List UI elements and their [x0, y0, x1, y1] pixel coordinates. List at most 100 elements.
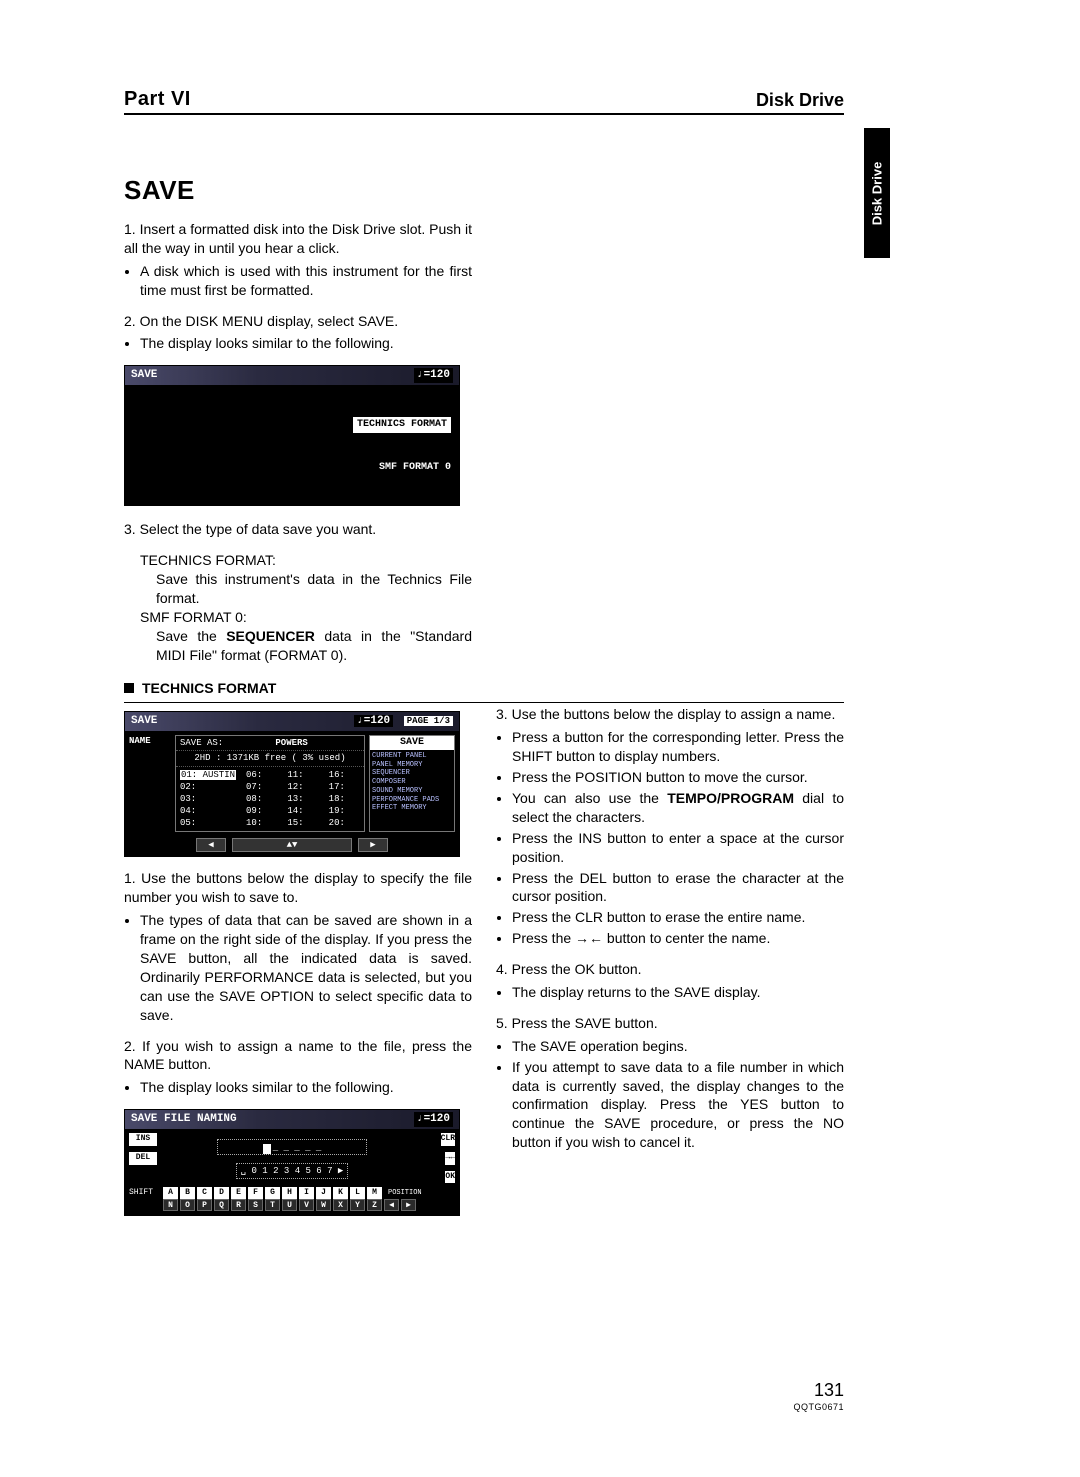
bullet: If you attempt to save data to a file nu… [512, 1058, 844, 1152]
two-column-area: SAVE ♩=120 PAGE 1/3 NAME SAVE AS: POWERS [124, 702, 844, 1220]
page-title: SAVE [124, 175, 844, 206]
file-slot: 18: [329, 793, 360, 805]
step-number: 2. [124, 1038, 136, 1054]
step-text: Press the SAVE button. [512, 1015, 658, 1031]
left-step-1: 1. Use the buttons below the display to … [124, 869, 472, 907]
file-slot: 07: [246, 781, 277, 793]
side-tab: Disk Drive [864, 128, 890, 258]
file-slot: 17: [329, 781, 360, 793]
bullet: The display returns to the SAVE display. [512, 983, 844, 1002]
nav-left-icon: ◀ [196, 838, 226, 852]
step-1: 1. Insert a formatted disk into the Disk… [124, 220, 472, 258]
position-label: POSITION [388, 1189, 422, 1198]
ok-button: OK [445, 1171, 455, 1184]
page-number: 131 [0, 1380, 844, 1401]
keyboard: SHIFT A B C D E F G H I J K L M [125, 1187, 459, 1215]
header-part: Part VI [124, 88, 191, 111]
key: W [316, 1199, 331, 1211]
data-type: CURRENT PANEL [370, 752, 454, 761]
shift-label: SHIFT [129, 1188, 161, 1199]
tempo-indicator: ♩=120 [354, 715, 393, 727]
page-indicator: PAGE 1/3 [404, 716, 453, 726]
page-body: Part VI Disk Drive SAVE 1. Insert a form… [124, 88, 844, 1220]
save-button: SAVE [370, 736, 454, 750]
file-slot: 11: [287, 769, 318, 781]
key: J [316, 1187, 331, 1199]
file-slot: 13: [287, 793, 318, 805]
step-text: Select the type of data save you want. [140, 521, 377, 537]
intro-column: 1. Insert a formatted disk into the Disk… [124, 220, 472, 664]
bullet: Press the CLR button to erase the entire… [512, 908, 844, 927]
key: Z [367, 1199, 382, 1211]
left-column: SAVE ♩=120 PAGE 1/3 NAME SAVE AS: POWERS [124, 705, 472, 1220]
key: O [180, 1199, 195, 1211]
key: R [231, 1199, 246, 1211]
file-slot: 08: [246, 793, 277, 805]
document-id: QQTG0671 [0, 1402, 844, 1412]
technics-format-label: TECHNICS FORMAT: [140, 551, 472, 570]
data-type: EFFECT MEMORY [370, 804, 454, 813]
step-text: Press the OK button. [512, 961, 642, 977]
step-number: 3. [124, 521, 136, 537]
save-as-label: SAVE AS: [180, 737, 223, 749]
step-number: 5. [496, 1015, 508, 1031]
right-step-5: 5. Press the SAVE button. [496, 1014, 844, 1033]
option-technics-format: TECHNICS FORMAT [353, 417, 451, 433]
key: M [367, 1187, 382, 1199]
step-text: If you wish to assign a name to the file… [124, 1038, 472, 1073]
tempo-indicator: ♩=120 [414, 368, 453, 383]
nav-scroll: ▲▼ [232, 838, 352, 852]
header-section: Disk Drive [756, 90, 844, 111]
key: B [180, 1187, 195, 1199]
key: C [197, 1187, 212, 1199]
step-2: 2. On the DISK MENU display, select SAVE… [124, 312, 472, 331]
data-type: PERFORMANCE PADS [370, 796, 454, 805]
step-number: 4. [496, 961, 508, 977]
data-type: SOUND MEMORY [370, 787, 454, 796]
filename: POWERS [275, 737, 307, 749]
key: G [265, 1187, 280, 1199]
nav-right-icon: ▶ [358, 838, 388, 852]
bullet: Press the POSITION button to move the cu… [512, 768, 844, 787]
key: X [333, 1199, 348, 1211]
screenshot-file-list: SAVE ♩=120 PAGE 1/3 NAME SAVE AS: POWERS [124, 711, 460, 857]
step-text: Insert a formatted disk into the Disk Dr… [124, 221, 472, 256]
data-type: COMPOSER [370, 778, 454, 787]
del-button: DEL [129, 1152, 157, 1165]
file-slot: 15: [287, 817, 318, 829]
save-panel: SAVE CURRENT PANEL PANEL MEMORY SEQUENCE… [369, 735, 455, 832]
technics-format-desc: Save this instrument's data in the Techn… [156, 570, 472, 608]
step-text: On the DISK MENU display, select SAVE. [140, 313, 399, 329]
screenshot-save-menu: SAVE ♩=120 TECHNICS FORMAT SMF FORMAT 0 [124, 365, 460, 506]
page-header: Part VI Disk Drive [124, 88, 844, 115]
key: D [214, 1187, 229, 1199]
smf-format-desc: Save the SEQUENCER data in the "Standard… [156, 627, 472, 665]
file-slot: 05: [180, 817, 236, 829]
file-slot: 02: [180, 781, 236, 793]
arrow-right-icon: ▶ [401, 1199, 416, 1211]
bullet: Press the →← button to center the name. [512, 929, 844, 948]
step-text: Use the buttons below the display to spe… [124, 870, 472, 905]
bullet: A disk which is used with this instrumen… [140, 262, 472, 300]
name-button: NAME [129, 735, 171, 832]
bullet: The SAVE operation begins. [512, 1037, 844, 1056]
arrow-left-icon: ◀ [384, 1199, 399, 1211]
step-number: 3. [496, 706, 508, 722]
file-slot: 10: [246, 817, 277, 829]
screenshot-file-naming: SAVE FILE NAMING ♩=120 INS DEL _ _ _ _ _… [124, 1109, 460, 1216]
scr-title: SAVE FILE NAMING [131, 1112, 237, 1127]
key: F [248, 1187, 263, 1199]
right-column: 3. Use the buttons below the display to … [496, 705, 844, 1220]
step-number: 1. [124, 870, 136, 886]
scr-title: SAVE [131, 714, 157, 729]
left-step-2: 2. If you wish to assign a name to the f… [124, 1037, 472, 1075]
step-number: 2. [124, 313, 136, 329]
key: E [231, 1187, 246, 1199]
key: A [163, 1187, 178, 1199]
section-heading: TECHNICS FORMAT [124, 680, 844, 696]
name-field: _ _ _ _ _ [217, 1139, 367, 1155]
key: H [282, 1187, 297, 1199]
smf-format-label: SMF FORMAT 0: [140, 608, 472, 627]
bullet: Press the INS button to enter a space at… [512, 829, 844, 867]
file-slot: 14: [287, 805, 318, 817]
